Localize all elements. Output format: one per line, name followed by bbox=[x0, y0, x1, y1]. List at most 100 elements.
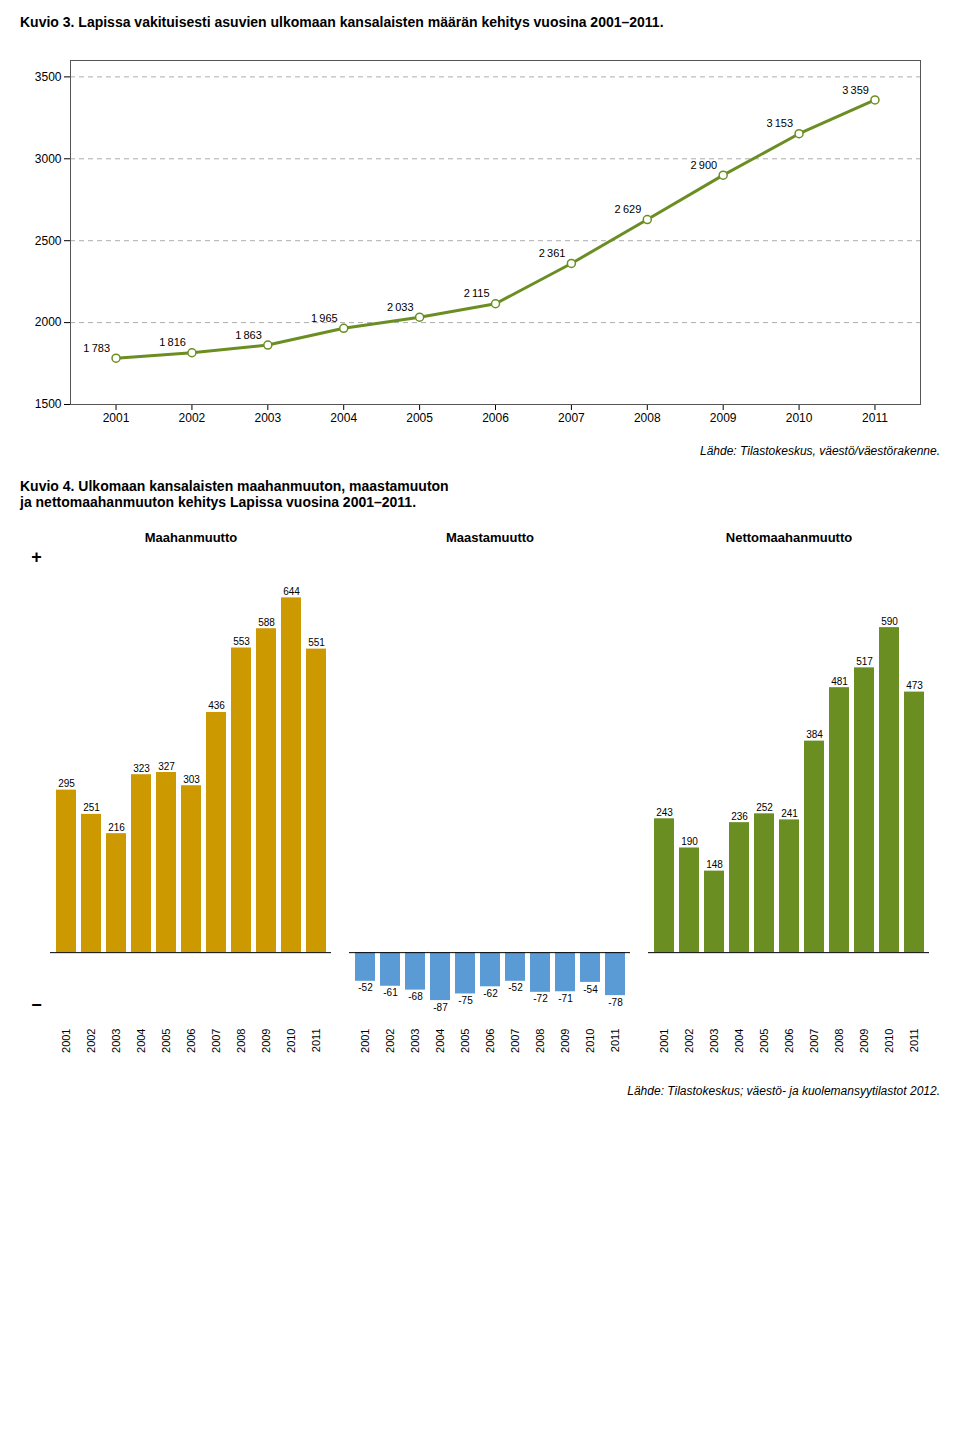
svg-text:2009: 2009 bbox=[260, 1029, 272, 1053]
svg-text:-72: -72 bbox=[533, 993, 548, 1004]
svg-text:2 361: 2 361 bbox=[539, 247, 566, 259]
svg-text:2005: 2005 bbox=[160, 1029, 172, 1053]
svg-text:2007: 2007 bbox=[509, 1029, 521, 1053]
svg-text:436: 436 bbox=[208, 700, 225, 711]
svg-text:-52: -52 bbox=[358, 982, 373, 993]
svg-text:1 783: 1 783 bbox=[83, 342, 110, 354]
svg-text:2009: 2009 bbox=[858, 1029, 870, 1053]
svg-text:2004: 2004 bbox=[733, 1029, 745, 1053]
svg-text:2006: 2006 bbox=[783, 1029, 795, 1053]
svg-text:2009: 2009 bbox=[559, 1029, 571, 1053]
svg-text:-71: -71 bbox=[558, 993, 573, 1004]
svg-text:2001: 2001 bbox=[60, 1029, 72, 1053]
svg-text:2004: 2004 bbox=[330, 411, 357, 425]
svg-text:236: 236 bbox=[731, 811, 748, 822]
svg-text:3 359: 3 359 bbox=[842, 83, 869, 95]
svg-text:295: 295 bbox=[58, 778, 75, 789]
svg-text:644: 644 bbox=[283, 586, 300, 597]
svg-text:2006: 2006 bbox=[484, 1029, 496, 1053]
svg-text:2002: 2002 bbox=[384, 1029, 396, 1053]
svg-text:2003: 2003 bbox=[409, 1029, 421, 1053]
svg-text:2 629: 2 629 bbox=[615, 203, 642, 215]
svg-text:2010: 2010 bbox=[883, 1029, 895, 1053]
svg-text:2 033: 2 033 bbox=[387, 301, 414, 313]
svg-text:1 863: 1 863 bbox=[235, 329, 262, 341]
html-text:Kuvio 3. Lapissa vakituisesti: Kuvio 3. Lapissa vakituisesti asuvien ul… bbox=[20, 14, 664, 30]
svg-text:2004: 2004 bbox=[135, 1029, 147, 1053]
svg-text:2008: 2008 bbox=[534, 1029, 546, 1053]
svg-text:3500: 3500 bbox=[35, 70, 62, 84]
svg-text:2004: 2004 bbox=[434, 1029, 446, 1053]
svg-text:588: 588 bbox=[258, 617, 275, 628]
svg-text:2008: 2008 bbox=[833, 1029, 845, 1053]
svg-text:216: 216 bbox=[108, 822, 125, 833]
svg-text:2003: 2003 bbox=[254, 411, 281, 425]
svg-text:2000: 2000 bbox=[35, 315, 62, 329]
svg-text:2008: 2008 bbox=[235, 1029, 247, 1053]
svg-text:2010: 2010 bbox=[584, 1029, 596, 1053]
svg-text:241: 241 bbox=[781, 808, 798, 819]
svg-text:2005: 2005 bbox=[758, 1029, 770, 1053]
svg-text:-78: -78 bbox=[608, 997, 623, 1008]
svg-text:-61: -61 bbox=[383, 987, 398, 998]
svg-text:2002: 2002 bbox=[85, 1029, 97, 1053]
svg-text:-75: -75 bbox=[458, 995, 473, 1006]
html-text:Kuvio 4. Ulkomaan kansalaisten: Kuvio 4. Ulkomaan kansalaisten maahanmuu… bbox=[20, 478, 449, 510]
svg-text:−: − bbox=[31, 995, 42, 1015]
svg-text:3 153: 3 153 bbox=[766, 117, 793, 129]
svg-text:2500: 2500 bbox=[35, 234, 62, 248]
svg-text:2002: 2002 bbox=[179, 411, 206, 425]
svg-text:2007: 2007 bbox=[558, 411, 585, 425]
svg-text:Maastamuutto: Maastamuutto bbox=[446, 530, 534, 545]
svg-text:2007: 2007 bbox=[808, 1029, 820, 1053]
svg-text:2001: 2001 bbox=[658, 1029, 670, 1053]
svg-text:1 816: 1 816 bbox=[159, 336, 186, 348]
svg-text:2010: 2010 bbox=[786, 411, 813, 425]
svg-text:243: 243 bbox=[656, 807, 673, 818]
svg-text:1500: 1500 bbox=[35, 397, 62, 411]
svg-text:303: 303 bbox=[183, 774, 200, 785]
svg-text:-52: -52 bbox=[508, 982, 523, 993]
svg-text:-62: -62 bbox=[483, 988, 498, 999]
svg-text:252: 252 bbox=[756, 802, 773, 813]
svg-text:327: 327 bbox=[158, 761, 175, 772]
svg-text:148: 148 bbox=[706, 859, 723, 870]
svg-text:473: 473 bbox=[906, 680, 923, 691]
svg-text:2006: 2006 bbox=[185, 1029, 197, 1053]
svg-text:2011: 2011 bbox=[310, 1029, 322, 1053]
svg-text:Maahanmuutto: Maahanmuutto bbox=[145, 530, 238, 545]
svg-text:2003: 2003 bbox=[708, 1029, 720, 1053]
svg-text:190: 190 bbox=[681, 836, 698, 847]
svg-text:Nettomaahanmuutto: Nettomaahanmuutto bbox=[726, 530, 852, 545]
svg-text:2002: 2002 bbox=[683, 1029, 695, 1053]
svg-text:2007: 2007 bbox=[210, 1029, 222, 1053]
svg-text:323: 323 bbox=[133, 763, 150, 774]
svg-text:551: 551 bbox=[308, 637, 325, 648]
svg-text:-54: -54 bbox=[583, 984, 598, 995]
svg-text:553: 553 bbox=[233, 636, 250, 647]
svg-text:2003: 2003 bbox=[110, 1029, 122, 1053]
svg-text:2009: 2009 bbox=[710, 411, 737, 425]
svg-text:2005: 2005 bbox=[459, 1029, 471, 1053]
svg-text:481: 481 bbox=[831, 676, 848, 687]
svg-text:2011: 2011 bbox=[908, 1029, 920, 1053]
svg-text:2005: 2005 bbox=[406, 411, 433, 425]
svg-text:2011: 2011 bbox=[862, 411, 888, 425]
svg-text:384: 384 bbox=[806, 729, 823, 740]
svg-text:2 900: 2 900 bbox=[690, 159, 717, 171]
svg-text:590: 590 bbox=[881, 616, 898, 627]
svg-text:1 965: 1 965 bbox=[311, 312, 338, 324]
svg-text:517: 517 bbox=[856, 656, 873, 667]
svg-text:2008: 2008 bbox=[634, 411, 661, 425]
svg-text:2011: 2011 bbox=[609, 1029, 621, 1053]
svg-text:-68: -68 bbox=[408, 991, 423, 1002]
svg-text:3000: 3000 bbox=[35, 152, 62, 166]
svg-text:-87: -87 bbox=[433, 1002, 448, 1013]
svg-text:2010: 2010 bbox=[285, 1029, 297, 1053]
svg-text:+: + bbox=[31, 547, 42, 567]
svg-text:2006: 2006 bbox=[482, 411, 509, 425]
svg-text:2001: 2001 bbox=[359, 1029, 371, 1053]
svg-text:2001: 2001 bbox=[103, 411, 130, 425]
svg-text:251: 251 bbox=[83, 802, 100, 813]
svg-text:2 115: 2 115 bbox=[464, 287, 490, 299]
